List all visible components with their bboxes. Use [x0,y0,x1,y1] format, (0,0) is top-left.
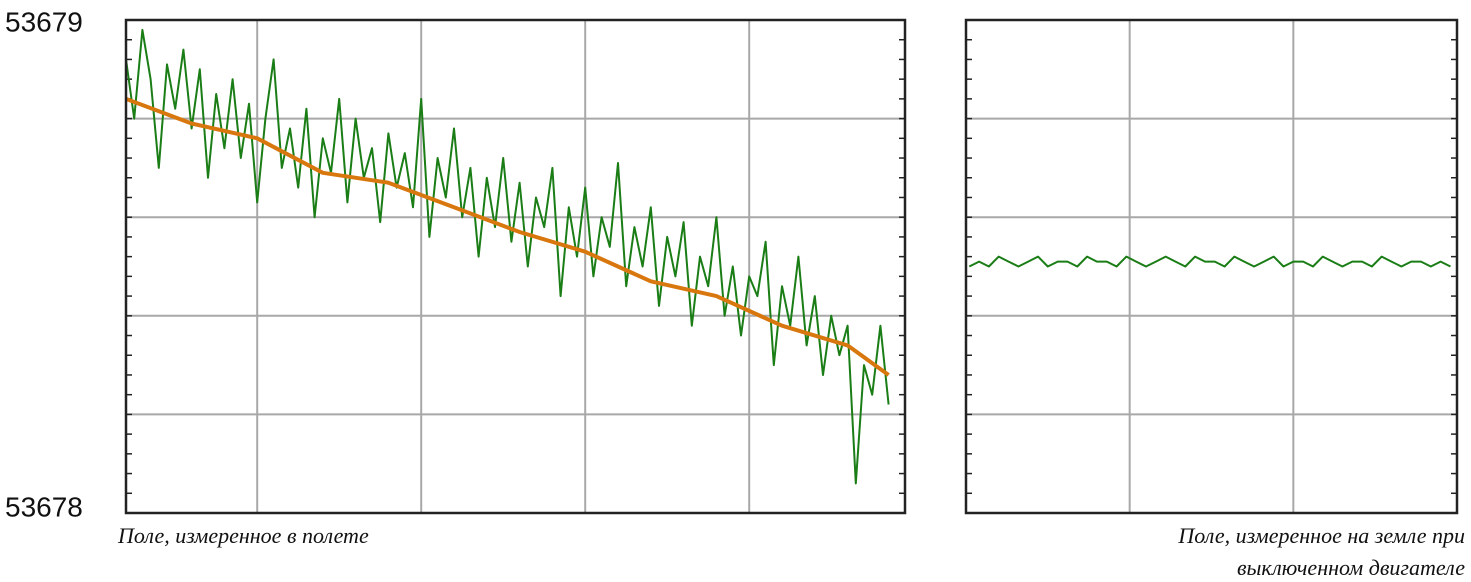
y-tick-label: 53678 [5,491,83,522]
x-axis-label: Поле, измеренное в полете [117,523,369,548]
y-tick-label: 53679 [5,6,83,37]
plot-frame [124,18,907,515]
plot-frame [964,18,1459,515]
data-line [125,97,890,377]
x-axis-label: выключенном двигателе [1237,555,1465,580]
x-axis-label: Поле, измеренное на земле при [1177,523,1465,548]
data-line [968,255,1451,268]
data-line [125,28,890,485]
